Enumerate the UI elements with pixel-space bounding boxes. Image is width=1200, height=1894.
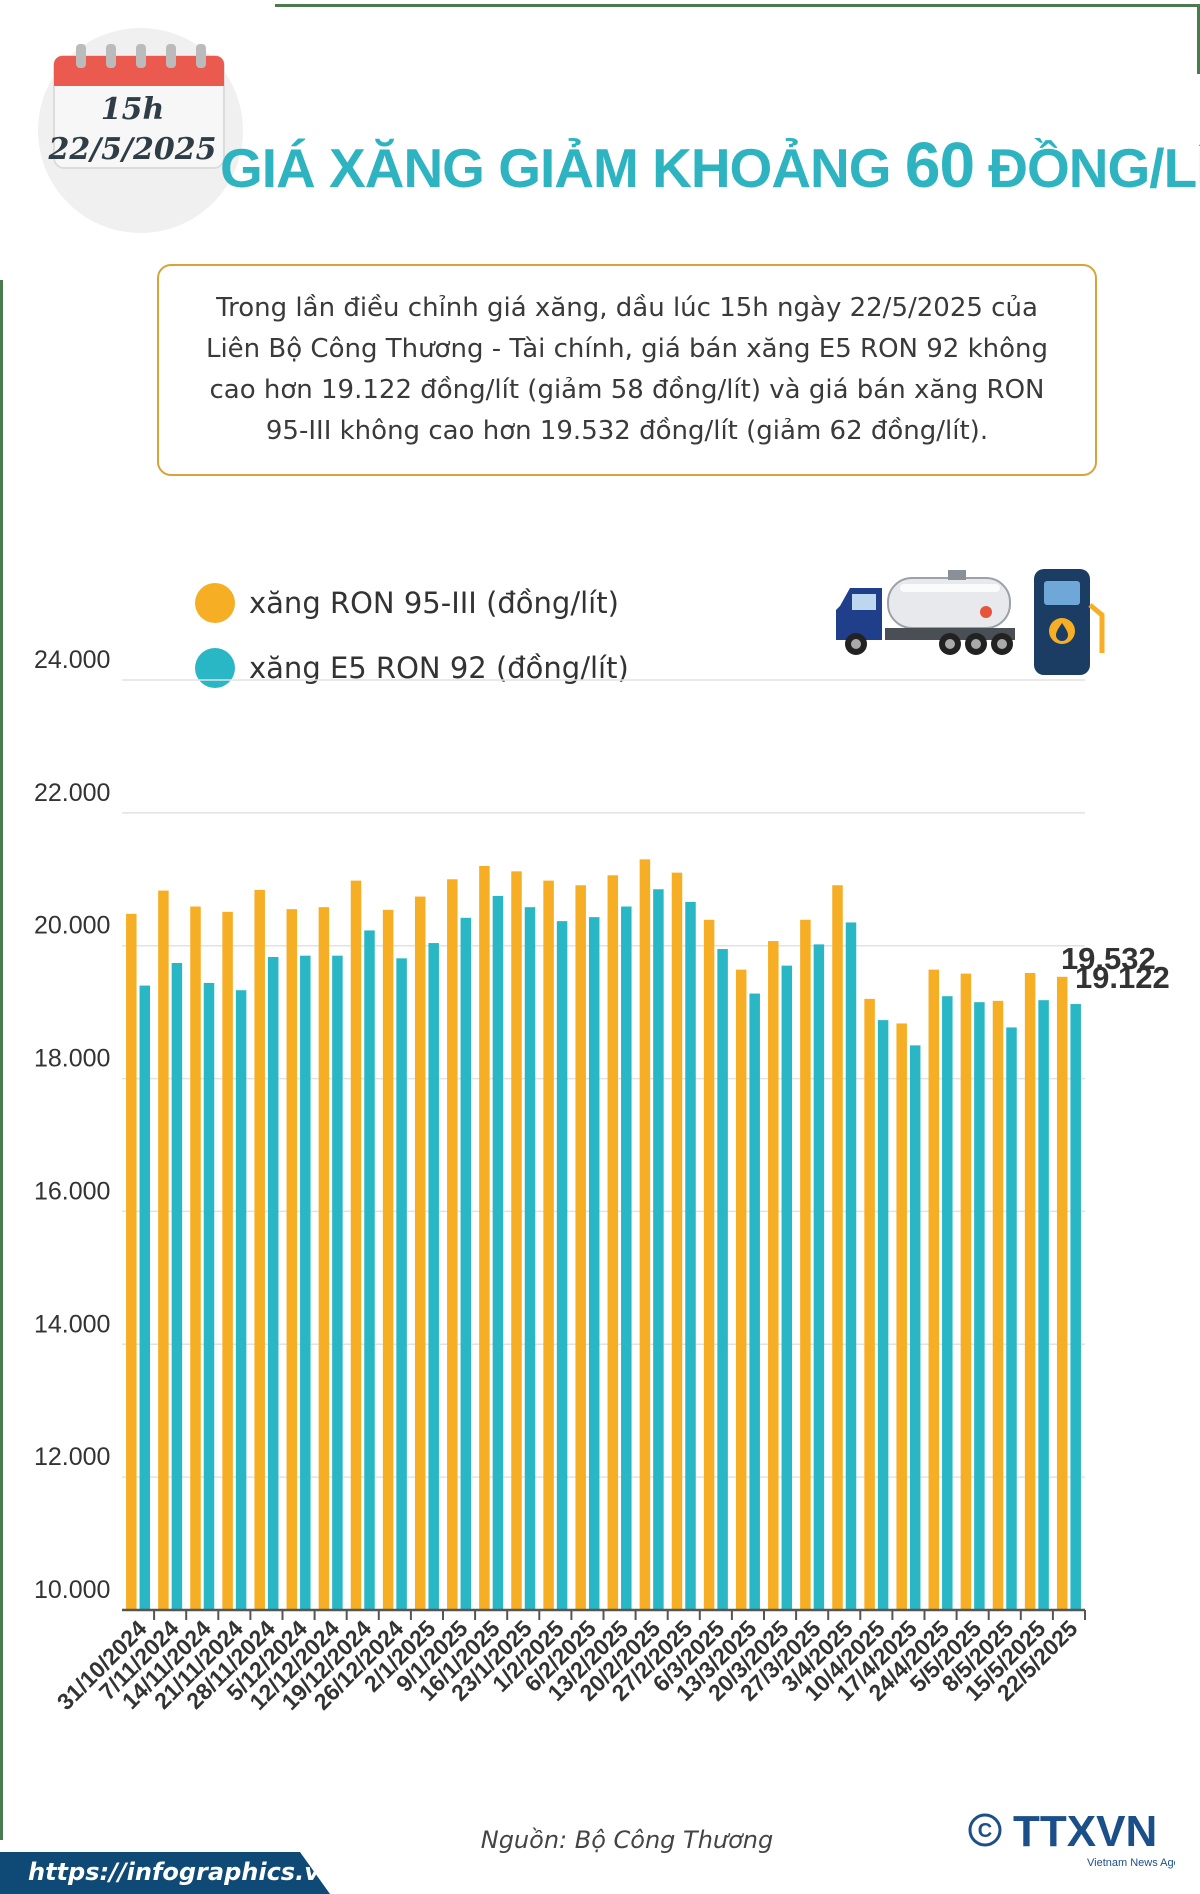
bar-ron95 [928,969,940,1610]
bar-ron95 [768,941,779,1610]
footer-bar [0,1852,330,1894]
bar-e5 [267,957,279,1610]
fuel-pump-icon [1034,569,1105,675]
calendar-icon [53,44,225,169]
annotation-ron95-latest: 19.532 [1061,941,1156,976]
title-prefix: GIÁ XĂNG GIẢM KHOẢNG [220,137,905,199]
bar-ron95 [543,880,554,1610]
legend-label-e5: xăng E5 RON 92 (đồng/lít) [249,650,629,685]
bar-e5 [621,906,632,1610]
footer-url: https://infographics.vn [28,1858,337,1886]
annotation-e5-latest: 19.122 [1075,960,1170,995]
fuel-tanker-truck-icon [836,570,1015,655]
bar-e5 [1070,1004,1081,1610]
page-title: GIÁ XĂNG GIẢM KHOẢNG 60 ĐỒNG/LÍT [220,128,1200,202]
bar-ron95 [896,1023,907,1610]
bar-e5 [813,944,825,1610]
title-suffix: ĐỒNG/LÍT [988,137,1200,199]
bar-e5 [717,949,728,1610]
legend-item-e5: xăng E5 RON 92 (đồng/lít) [195,635,629,700]
source-note: Nguồn: Bộ Công Thương [480,1826,774,1854]
ttxvn-logo: C TTXVN Vietnam News Agency [968,1808,1175,1869]
y-tick-label: 24.000 [34,646,110,674]
legend-swatch-e5 [195,647,235,688]
chart-legend: xăng RON 95-III (đồng/lít) xăng E5 RON 9… [195,570,629,700]
bar-ron95 [992,1000,1004,1610]
bar-e5 [171,962,183,1610]
y-tick-label: 20.000 [34,912,110,940]
bar-ron95 [286,909,298,1610]
bar-e5 [877,1020,889,1610]
update-datetime: 15h 22/5/2025 [40,90,225,170]
bar-e5 [364,930,375,1610]
bar-e5 [235,990,247,1610]
bar-ron95 [447,879,458,1610]
bar-ron95 [318,907,330,1610]
bar-ron95 [511,871,522,1610]
legend-item-ron95: xăng RON 95-III (đồng/lít) [195,570,629,635]
bar-e5 [1038,1000,1049,1610]
y-tick-label: 18.000 [34,1045,110,1073]
bar-e5 [845,922,857,1610]
svg-text:C: C [978,1820,992,1842]
bar-ron95 [832,885,843,1610]
y-tick-label: 22.000 [34,779,110,807]
y-tick-label: 12.000 [34,1443,110,1471]
left-border-rule [0,280,3,1840]
y-tick-label: 16.000 [34,1177,110,1205]
update-date: 22/5/2025 [48,132,217,167]
bar-e5 [909,1045,921,1610]
right-border-rule [1197,4,1200,74]
title-number: 60 [904,129,975,201]
bar-ron95 [479,866,490,1610]
logo-agency-sub: Vietnam News Agency [1087,1857,1175,1869]
bar-ron95 [350,880,362,1610]
bar-ron95 [414,896,426,1610]
summary-box: Trong lần điều chỉnh giá xăng, dầu lúc 1… [157,264,1097,476]
update-time: 15h [100,92,165,127]
bar-e5 [685,901,696,1610]
bar-ron95 [222,911,233,1610]
bar-ron95 [703,919,715,1610]
bar-e5 [428,943,439,1610]
bar-e5 [653,889,664,1610]
bar-ron95 [126,913,137,1610]
price-bar-chart: 10.000 12.000 14.000 16.000 18.000 20.000 22.0… [34,646,1170,1715]
bar-ron95 [671,872,683,1610]
y-tick-label: 10.000 [34,1576,110,1604]
bar-ron95 [1024,972,1036,1610]
bar-e5 [588,917,600,1610]
bar-ron95 [864,998,875,1610]
bar-ron95 [607,875,619,1610]
legend-label-ron95: xăng RON 95-III (đồng/lít) [249,585,619,620]
bar-e5 [1006,1027,1017,1610]
bar-e5 [556,921,568,1610]
bar-ron95 [158,890,169,1610]
bar-e5 [300,955,311,1610]
bar-e5 [749,993,760,1610]
bar-ron95 [190,906,201,1610]
bar-e5 [460,917,472,1610]
bar-ron95 [960,973,972,1610]
bar-ron95 [639,859,651,1610]
top-border-rule [275,4,1200,7]
bar-e5 [139,985,151,1610]
bar-e5 [781,965,793,1610]
bar-e5 [524,907,536,1610]
bar-ron95 [735,969,747,1610]
bar-ron95 [575,885,586,1610]
bar-ron95 [1056,976,1068,1610]
bar-e5 [396,958,407,1610]
bar-e5 [974,1002,985,1610]
logo-agency-name: TTXVN [1013,1808,1157,1856]
legend-swatch-ron95 [195,582,235,623]
bar-ron95 [800,919,811,1610]
bar-ron95 [382,909,394,1610]
bar-e5 [332,955,343,1610]
bar-ron95 [254,889,265,1610]
bar-e5 [942,996,953,1610]
y-tick-label: 14.000 [34,1310,110,1338]
bar-e5 [203,982,215,1610]
bar-e5 [492,895,504,1610]
